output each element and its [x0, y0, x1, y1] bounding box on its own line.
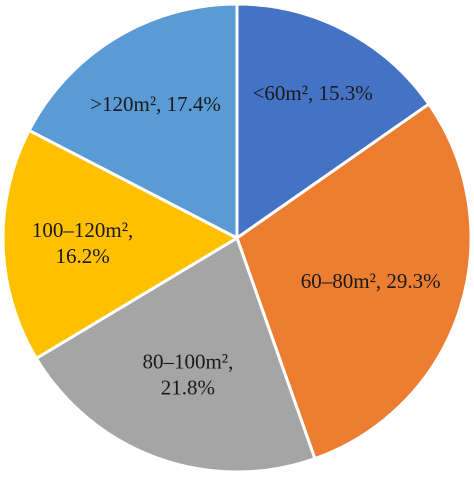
pie-slices [1, 2, 473, 474]
pie-labels: <60m², 15.3% 60–80m², 29.3% 80–100m², 21.8%… [32, 81, 441, 400]
pie-slice-label-2: 60–80m², 29.3% [301, 269, 441, 293]
pie-slice-5 [27, 2, 239, 240]
pie-slice-label-1: <60m², 15.3% [253, 81, 373, 105]
pie-slice-label-line: 60–80m², 29.3% [301, 269, 441, 293]
pie-slice-label-4: 100–120m², 16.2% [32, 218, 133, 268]
pie-slice-label-line: 16.2% [55, 244, 109, 268]
pie-slice-label-line: >120m², 17.4% [90, 92, 221, 116]
pie-slice-label-line: 100–120m², [32, 218, 133, 242]
pie-slice-1 [235, 2, 431, 240]
pie-slice-2 [235, 102, 473, 461]
pie-slice-label-5: >120m², 17.4% [90, 92, 221, 116]
pie-slice-4 [1, 128, 239, 360]
pie-slice-label-line: <60m², 15.3% [253, 81, 373, 105]
pie-slice-label-3: 80–100m², 21.8% [142, 350, 233, 400]
pie-slice-label-line: 21.8% [161, 376, 215, 400]
pie-slice-label-line: 80–100m², [142, 350, 233, 374]
pie-slice-3 [34, 236, 317, 474]
